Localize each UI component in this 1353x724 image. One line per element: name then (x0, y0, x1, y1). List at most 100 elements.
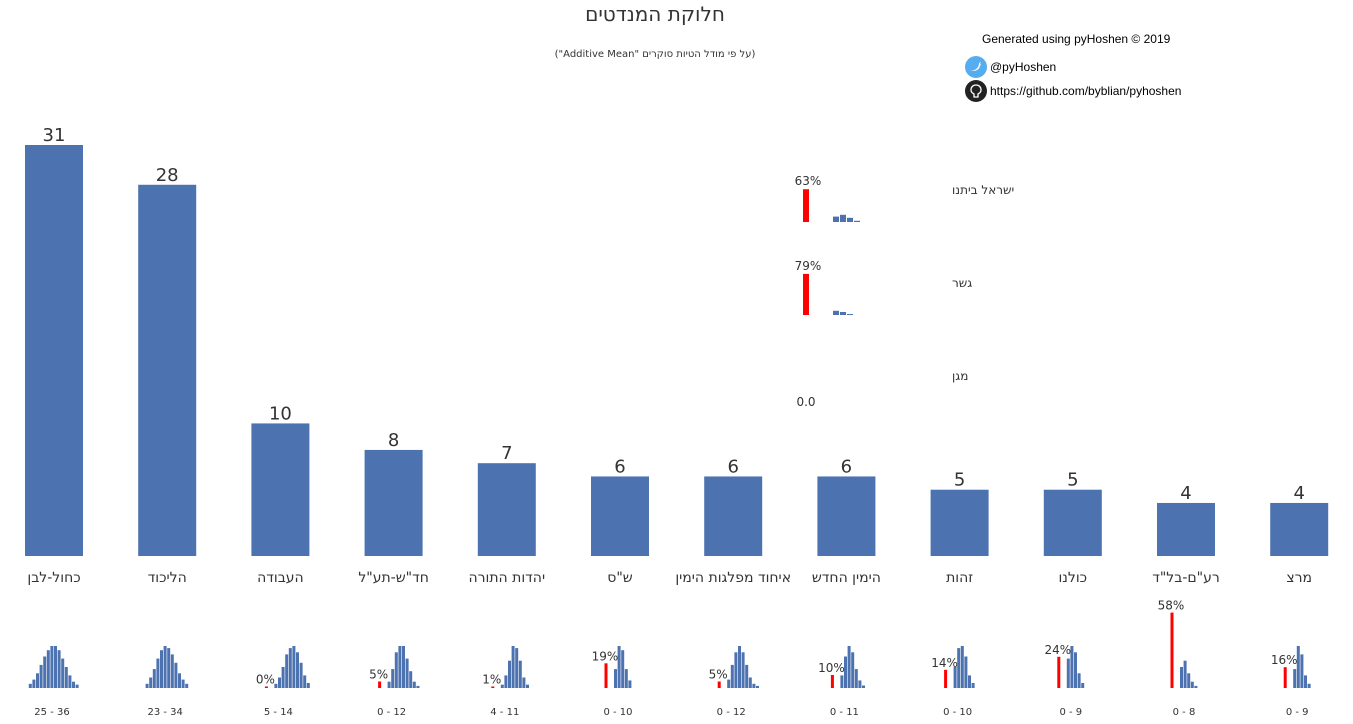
twitter-icon (965, 56, 987, 78)
seat-bar (1157, 502, 1215, 556)
github-icon (965, 80, 987, 102)
dist-bar (278, 677, 281, 688)
dist-bar (1190, 681, 1194, 688)
seat-value-label: 4 (1180, 483, 1191, 504)
dist-bar (504, 675, 508, 688)
inset-threshold-bar (803, 273, 809, 315)
seat-value-label: 7 (501, 443, 512, 464)
dist-bar (64, 667, 68, 688)
threshold-prob-bar (717, 681, 721, 688)
dist-bar (274, 683, 278, 688)
twitter-link[interactable]: @pyHoshen (965, 56, 1056, 78)
dist-bar (281, 667, 285, 688)
dist-bar (36, 673, 39, 688)
dist-bar (500, 684, 504, 688)
threshold-prob-bar (830, 675, 834, 688)
inset-pct-label: 63% (795, 174, 822, 188)
seat-value-label: 5 (954, 470, 965, 491)
threshold-prob-bar (264, 686, 268, 688)
inset-dist-bar (840, 312, 846, 315)
dist-bar (1180, 667, 1183, 688)
seat-range-label: 0 - 8 (1173, 707, 1196, 718)
seat-value-label: 4 (1293, 483, 1304, 504)
seat-bar (1270, 502, 1329, 556)
dist-bar (306, 682, 310, 688)
seat-value-label: 6 (841, 456, 852, 477)
seat-value-label: 6 (614, 456, 625, 477)
dist-bar (181, 679, 185, 688)
party-name-label: רע"ם-בל"ד (1152, 570, 1220, 586)
dist-bar (178, 673, 181, 688)
seat-bar (364, 449, 423, 556)
dist-bar (1183, 660, 1187, 688)
dist-bar (54, 646, 57, 688)
dist-bar (57, 650, 61, 688)
dist-bar (1081, 682, 1085, 688)
dist-bar (152, 669, 156, 688)
dist-bar (1296, 646, 1300, 688)
dist-bar (1194, 685, 1198, 688)
threshold-prob-bar (1057, 656, 1061, 688)
dist-bar (515, 648, 519, 688)
dist-bar (1066, 658, 1070, 688)
seat-value-label: 10 (269, 403, 292, 424)
seat-range-label: 0 - 10 (943, 707, 972, 718)
party-name-label: הימין החדש (812, 570, 881, 586)
credit-text: Generated using pyHoshen © 2019 (982, 32, 1171, 46)
chart-title: חלוקת המנדטים (585, 2, 725, 26)
seat-range-label: 0 - 9 (1059, 707, 1082, 718)
threshold-prob-label: 10% (818, 661, 845, 675)
dist-bar (957, 648, 961, 688)
github-link[interactable]: https://github.com/byblian/pyhoshen (965, 80, 1181, 102)
dist-bar (844, 656, 847, 688)
dist-bar (854, 669, 858, 688)
github-url: https://github.com/byblian/pyhoshen (990, 84, 1182, 98)
dist-bar (1304, 675, 1307, 688)
dist-bar (953, 667, 957, 688)
dist-bar (614, 669, 617, 688)
dist-bar (288, 648, 292, 688)
party-name-label: כחול-לבן (27, 570, 80, 586)
dist-bar (32, 679, 36, 688)
dist-bar (624, 669, 628, 688)
threshold-prob-bar (1283, 667, 1287, 688)
dist-bar (303, 675, 307, 688)
dist-bar (163, 646, 167, 688)
dist-bar (405, 658, 409, 688)
dist-bar (50, 646, 54, 688)
party-name-label: יהדות התורה (468, 570, 545, 586)
seat-bar (930, 489, 989, 556)
dist-bar (174, 662, 178, 688)
dist-bar (727, 679, 731, 688)
inset-party-label: גשר (952, 276, 972, 290)
dist-bar (68, 675, 72, 688)
threshold-prob-bar (944, 669, 948, 688)
dist-bar (292, 646, 296, 688)
dist-bar (296, 652, 299, 688)
inset-dist-bar (833, 310, 839, 315)
dist-bar (28, 683, 32, 688)
dist-bar (75, 684, 79, 688)
dist-bar (522, 677, 526, 688)
dist-bar (741, 652, 745, 688)
threshold-prob-label: 24% (1044, 643, 1071, 657)
party-name-label: ש"ס (607, 570, 633, 586)
threshold-prob-label: 16% (1271, 653, 1298, 667)
seat-value-label: 28 (156, 165, 179, 186)
seat-range-label: 0 - 10 (603, 707, 632, 718)
dist-bar (734, 652, 738, 688)
seat-value-label: 6 (727, 456, 738, 477)
dist-bar (730, 664, 734, 688)
seat-bar (251, 423, 310, 556)
seat-range-label: 0 - 12 (717, 707, 746, 718)
seat-range-label: 5 - 14 (264, 707, 293, 718)
dist-bar (1293, 669, 1297, 688)
threshold-prob-bar (491, 686, 495, 688)
dist-bar (971, 682, 975, 688)
seat-value-label: 8 (388, 430, 399, 451)
threshold-prob-label: 14% (931, 656, 958, 670)
seat-bar (138, 184, 197, 556)
dist-bar (508, 660, 511, 688)
seat-range-label: 0 - 12 (377, 707, 406, 718)
inset-pct-label: 79% (795, 259, 822, 273)
